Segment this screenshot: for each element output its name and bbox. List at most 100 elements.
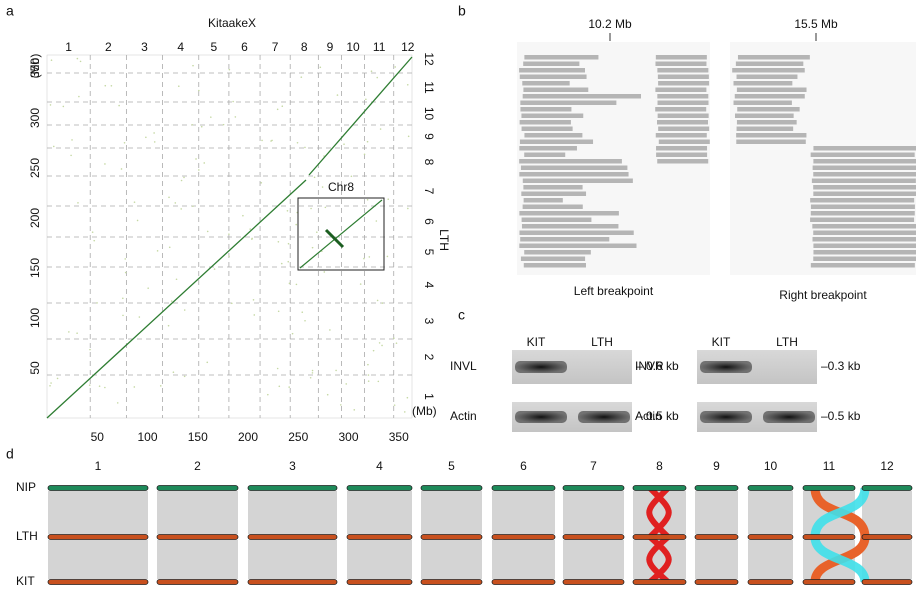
dot bbox=[353, 409, 355, 411]
dot bbox=[289, 282, 291, 284]
band bbox=[515, 361, 567, 373]
synteny-block bbox=[421, 540, 482, 579]
chromosome bbox=[862, 535, 912, 540]
dot bbox=[310, 377, 312, 379]
read bbox=[813, 172, 916, 177]
dot bbox=[223, 124, 225, 126]
chromosome-label: 11 bbox=[373, 40, 386, 54]
row-label: INVR bbox=[635, 359, 664, 373]
dot bbox=[231, 302, 233, 304]
synteny-line bbox=[300, 200, 382, 268]
dot bbox=[178, 85, 180, 87]
dot bbox=[181, 180, 183, 182]
read bbox=[737, 107, 799, 112]
dot bbox=[253, 299, 255, 301]
read bbox=[524, 55, 598, 60]
read bbox=[523, 179, 633, 184]
read bbox=[737, 127, 794, 132]
dot bbox=[287, 261, 289, 263]
dot bbox=[367, 141, 369, 143]
dot bbox=[104, 85, 106, 87]
dot bbox=[99, 385, 101, 387]
dot bbox=[145, 137, 147, 139]
chromosome bbox=[347, 535, 412, 540]
synteny-block bbox=[563, 540, 624, 579]
row-label: INVL bbox=[450, 359, 477, 373]
chromosome bbox=[48, 535, 148, 540]
dot bbox=[198, 90, 200, 92]
chromosome bbox=[803, 535, 855, 540]
chromosome-label: 5 bbox=[448, 459, 455, 473]
dot bbox=[267, 394, 269, 396]
read bbox=[519, 146, 577, 151]
chromosome bbox=[248, 486, 337, 491]
read bbox=[735, 114, 794, 119]
read bbox=[736, 133, 806, 138]
chromosome-label: 5 bbox=[422, 249, 436, 256]
x-tick-label: 200 bbox=[238, 430, 258, 444]
dot bbox=[92, 231, 94, 233]
read bbox=[657, 94, 708, 99]
read bbox=[655, 107, 706, 112]
synteny-line bbox=[47, 180, 306, 418]
dot bbox=[168, 197, 170, 199]
panel-label: a bbox=[6, 3, 14, 19]
dot bbox=[174, 202, 176, 204]
x-unit: (Mb) bbox=[412, 404, 437, 418]
dot bbox=[301, 311, 303, 313]
read bbox=[655, 88, 706, 93]
dot bbox=[345, 383, 347, 385]
dot bbox=[296, 284, 298, 286]
read bbox=[522, 218, 592, 223]
dot bbox=[369, 256, 371, 258]
dot bbox=[278, 310, 280, 312]
x-tick-label: 50 bbox=[91, 430, 105, 444]
chromosome-label: 6 bbox=[241, 40, 248, 54]
lane-label: LTH bbox=[591, 335, 613, 349]
read bbox=[812, 224, 916, 229]
read bbox=[656, 133, 707, 138]
chromosome-label: 4 bbox=[376, 459, 383, 473]
read bbox=[523, 205, 583, 210]
dot bbox=[327, 394, 329, 396]
read bbox=[520, 101, 616, 106]
x-tick-label: 100 bbox=[137, 430, 157, 444]
dot bbox=[325, 207, 327, 209]
dot bbox=[367, 364, 369, 366]
chromosome bbox=[748, 486, 793, 491]
breakpoint-caption: Left breakpoint bbox=[574, 284, 654, 298]
read bbox=[657, 68, 708, 73]
read bbox=[656, 153, 707, 158]
chromosome-label: 2 bbox=[194, 459, 201, 473]
chromosome bbox=[803, 580, 855, 585]
lane-label: KIT bbox=[712, 335, 731, 349]
dot bbox=[192, 65, 194, 67]
dot bbox=[71, 139, 73, 141]
dot bbox=[242, 215, 244, 217]
panel-label: b bbox=[458, 3, 466, 19]
read bbox=[519, 68, 585, 73]
chromosome-label: 12 bbox=[401, 40, 415, 54]
dot bbox=[295, 224, 297, 226]
read bbox=[811, 263, 915, 268]
synteny-block bbox=[492, 491, 555, 534]
dot bbox=[277, 368, 279, 370]
dot bbox=[93, 240, 95, 242]
dot bbox=[310, 208, 312, 210]
read bbox=[520, 107, 571, 112]
chromosome-label: 10 bbox=[764, 459, 778, 473]
dot bbox=[396, 342, 398, 344]
synteny-block bbox=[748, 540, 793, 579]
dot bbox=[96, 302, 98, 304]
dot bbox=[118, 105, 120, 107]
dot bbox=[287, 210, 289, 212]
y-tick-label: 150 bbox=[28, 258, 42, 278]
read bbox=[521, 114, 583, 119]
read bbox=[813, 231, 916, 236]
dot bbox=[89, 384, 91, 386]
dot bbox=[316, 231, 318, 233]
read bbox=[524, 263, 586, 268]
dot bbox=[368, 374, 370, 376]
dot bbox=[320, 66, 322, 68]
dot bbox=[312, 247, 314, 249]
